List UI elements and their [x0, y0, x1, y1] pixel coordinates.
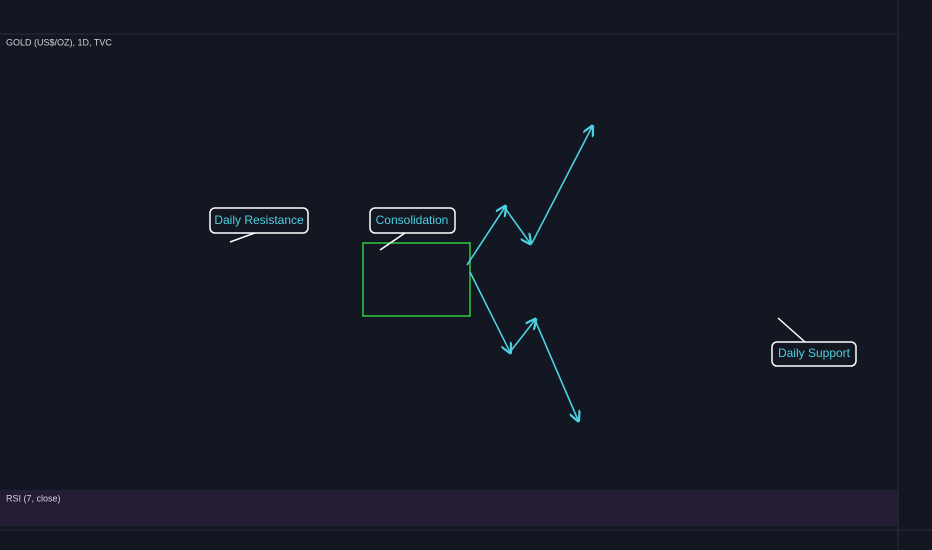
- annotation: Consolidation: [376, 213, 449, 227]
- consolidation-box: [362, 242, 471, 317]
- rsi-band: [0, 490, 898, 526]
- annotation: Daily Resistance: [214, 213, 304, 227]
- annotation: Daily Support: [778, 346, 851, 360]
- rsi-title: RSI (7, close): [6, 493, 61, 503]
- chart-title: GOLD (US$/OZ), 1D, TVC: [6, 37, 112, 47]
- callout-resistance: Daily Resistance: [209, 207, 309, 243]
- callout-consolidation: Consolidation: [369, 207, 456, 251]
- projection-arrows: [466, 127, 592, 420]
- callout-support: Daily Support: [771, 317, 857, 367]
